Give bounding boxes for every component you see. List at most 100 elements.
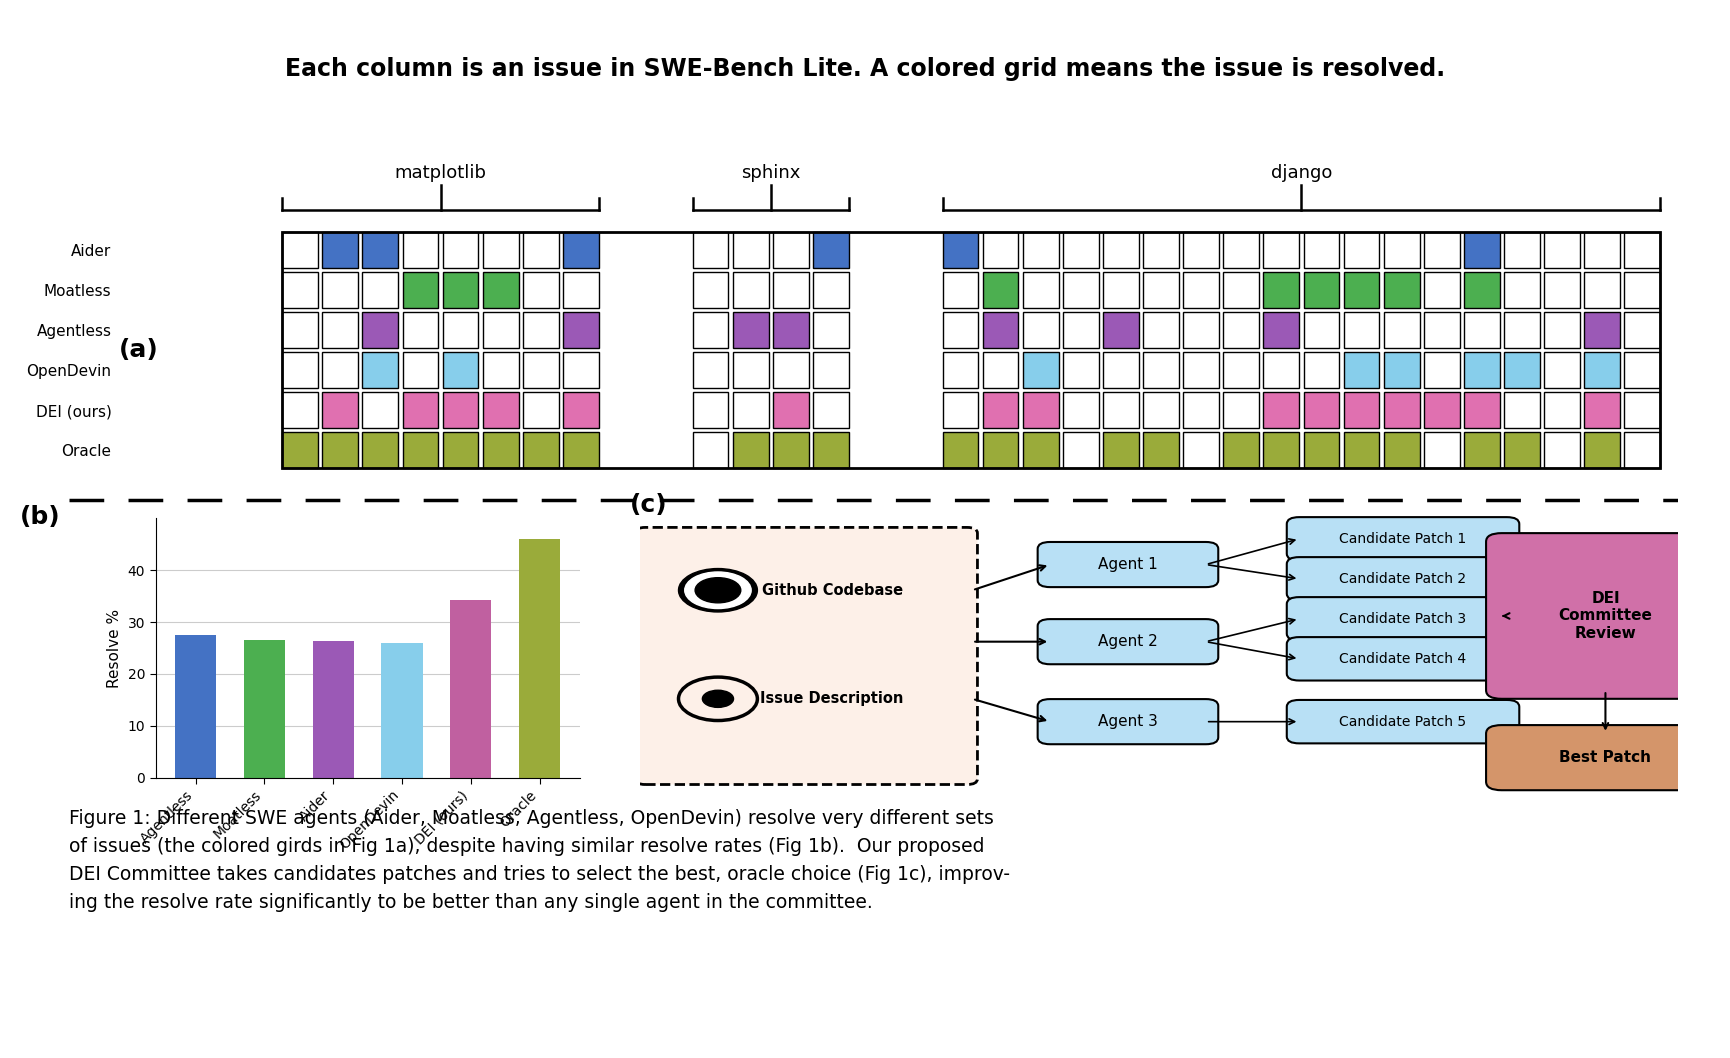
Bar: [1223, 393, 1259, 428]
Bar: [483, 433, 519, 468]
Text: Agent 1: Agent 1: [1099, 558, 1157, 572]
Bar: [1464, 352, 1500, 388]
Bar: [813, 272, 849, 308]
Bar: [450, 600, 491, 778]
Bar: [313, 641, 355, 778]
Bar: [322, 433, 358, 468]
FancyBboxPatch shape: [1287, 558, 1519, 601]
Circle shape: [685, 572, 751, 608]
Bar: [443, 312, 479, 348]
Bar: [403, 272, 438, 308]
Bar: [322, 232, 358, 268]
Bar: [1062, 393, 1099, 428]
Bar: [443, 232, 479, 268]
Bar: [1303, 352, 1339, 388]
Bar: [734, 352, 768, 388]
Bar: [1545, 393, 1579, 428]
Bar: [734, 393, 768, 428]
Bar: [1022, 272, 1059, 308]
Bar: [1624, 272, 1661, 308]
Bar: [363, 393, 398, 428]
FancyBboxPatch shape: [1038, 619, 1218, 664]
Bar: [983, 393, 1019, 428]
Bar: [519, 540, 561, 778]
Bar: [443, 272, 479, 308]
Bar: [1223, 272, 1259, 308]
Bar: [1545, 433, 1579, 468]
Bar: [943, 352, 979, 388]
Bar: [363, 272, 398, 308]
Bar: [1022, 433, 1059, 468]
Bar: [1344, 393, 1379, 428]
Bar: [1183, 272, 1220, 308]
Text: Each column is an issue in SWE-Bench Lite. A colored grid means the issue is res: Each column is an issue in SWE-Bench Lit…: [285, 57, 1445, 80]
Bar: [403, 352, 438, 388]
Bar: [1624, 393, 1661, 428]
Bar: [1464, 393, 1500, 428]
Bar: [282, 352, 318, 388]
Bar: [483, 232, 519, 268]
Text: Best Patch: Best Patch: [1559, 750, 1652, 765]
Bar: [983, 272, 1019, 308]
Bar: [1424, 433, 1460, 468]
Bar: [403, 433, 438, 468]
Bar: [443, 433, 479, 468]
Bar: [363, 352, 398, 388]
Text: Figure 1: Different SWE agents (Aider, Moatless, Agentless, OpenDevin) resolve v: Figure 1: Different SWE agents (Aider, M…: [69, 808, 1010, 912]
Bar: [1183, 352, 1220, 388]
Bar: [692, 393, 728, 428]
Bar: [1263, 352, 1299, 388]
Bar: [1585, 393, 1619, 428]
Bar: [1303, 433, 1339, 468]
Bar: [1183, 393, 1220, 428]
Bar: [692, 232, 728, 268]
Bar: [813, 433, 849, 468]
Bar: [1503, 232, 1540, 268]
Text: Github Codebase: Github Codebase: [761, 583, 903, 598]
Bar: [1263, 232, 1299, 268]
FancyBboxPatch shape: [1287, 517, 1519, 561]
Y-axis label: Resolve %: Resolve %: [107, 608, 123, 688]
Bar: [1424, 393, 1460, 428]
Bar: [562, 272, 599, 308]
Bar: [282, 232, 1661, 468]
Bar: [1183, 232, 1220, 268]
Bar: [813, 393, 849, 428]
Bar: [1104, 272, 1138, 308]
Bar: [322, 352, 358, 388]
Bar: [403, 312, 438, 348]
Text: Agent 3: Agent 3: [1099, 714, 1157, 729]
Bar: [1104, 433, 1138, 468]
Bar: [483, 393, 519, 428]
Bar: [1384, 433, 1420, 468]
Bar: [1503, 272, 1540, 308]
Bar: [1144, 433, 1178, 468]
Bar: [1384, 352, 1420, 388]
Bar: [943, 433, 979, 468]
Bar: [1263, 312, 1299, 348]
Bar: [1062, 433, 1099, 468]
Bar: [1223, 433, 1259, 468]
Bar: [1303, 272, 1339, 308]
FancyBboxPatch shape: [635, 527, 977, 785]
Bar: [943, 272, 979, 308]
Bar: [1062, 352, 1099, 388]
Bar: [1344, 352, 1379, 388]
Text: Candidate Patch 5: Candidate Patch 5: [1339, 714, 1467, 729]
Bar: [1344, 272, 1379, 308]
Bar: [363, 312, 398, 348]
Bar: [1062, 232, 1099, 268]
Circle shape: [702, 690, 734, 708]
Bar: [1344, 232, 1379, 268]
Bar: [1545, 232, 1579, 268]
FancyBboxPatch shape: [1038, 542, 1218, 587]
Bar: [443, 393, 479, 428]
Bar: [1104, 393, 1138, 428]
Bar: [1464, 433, 1500, 468]
Bar: [983, 352, 1019, 388]
Text: django: django: [1272, 164, 1332, 182]
Bar: [773, 232, 808, 268]
Bar: [773, 272, 808, 308]
Bar: [1104, 312, 1138, 348]
Bar: [363, 232, 398, 268]
